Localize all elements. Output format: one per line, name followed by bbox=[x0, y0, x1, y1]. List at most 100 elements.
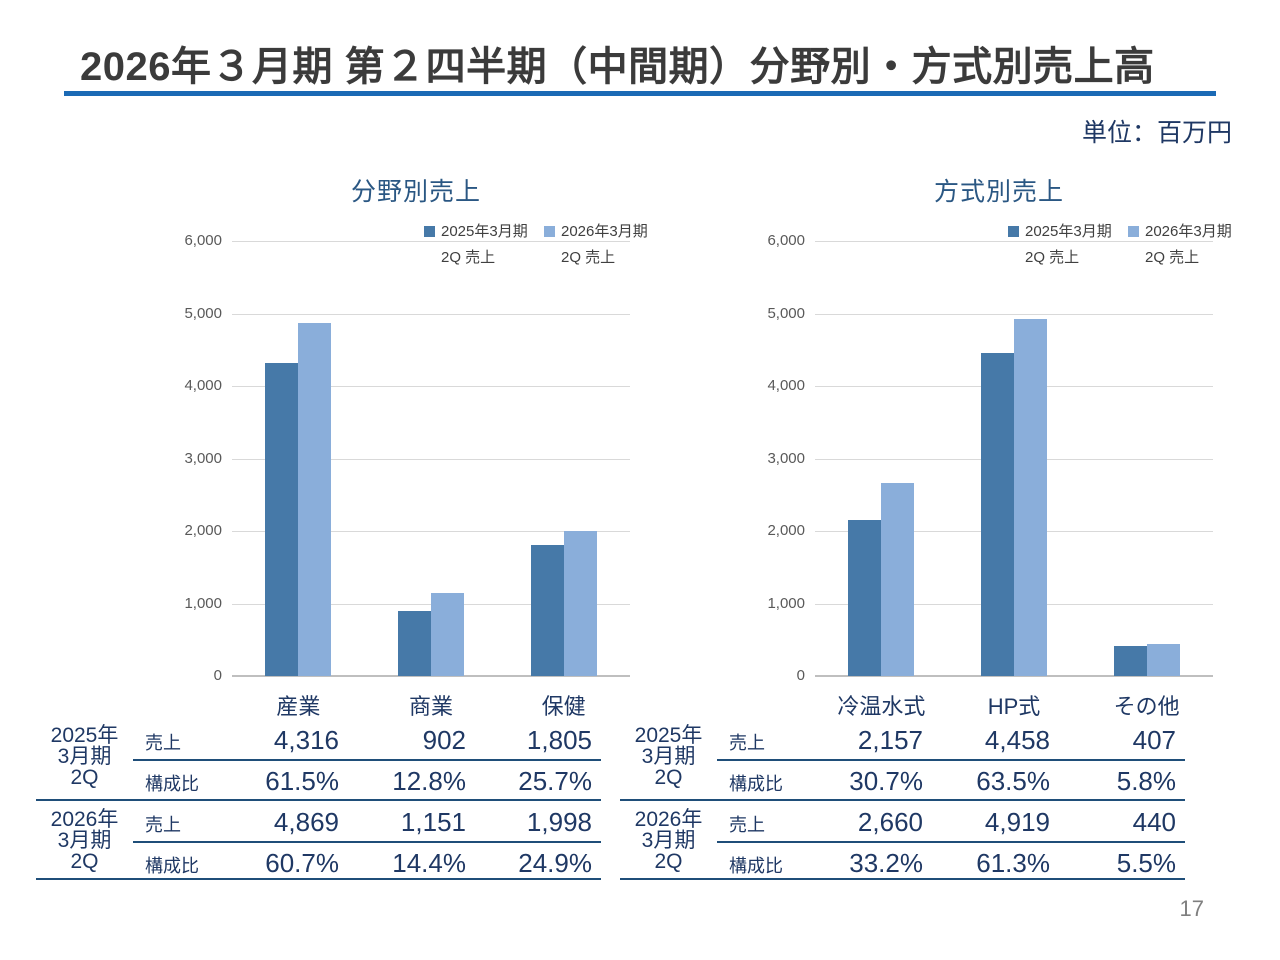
y-axis-tick-label: 2,000 bbox=[184, 522, 222, 539]
bar-series-1 bbox=[265, 363, 299, 676]
period-line: 2026年 bbox=[50, 808, 119, 831]
metric-label: 売上 bbox=[729, 815, 765, 835]
bar-series-2 bbox=[563, 531, 597, 676]
value-cell: 902 bbox=[422, 725, 466, 755]
metric-label: 構成比 bbox=[145, 856, 199, 876]
category-label: 保健 bbox=[541, 694, 586, 719]
legend-label: 2025年3月期 2Q 売上 bbox=[1025, 219, 1112, 271]
period-label: 2025年 3月期 2Q bbox=[36, 725, 133, 788]
period-line: 2Q bbox=[70, 850, 99, 873]
value-cell: 14.4% bbox=[392, 848, 466, 878]
row-divider-line bbox=[717, 759, 1185, 761]
y-axis-tick-label: 5,000 bbox=[767, 304, 805, 322]
title-accent-rule bbox=[64, 91, 1216, 96]
metric-label: 売上 bbox=[729, 733, 765, 753]
gridline bbox=[232, 386, 630, 387]
metric-label: 売上 bbox=[145, 815, 181, 835]
value-cell: 30.7% bbox=[849, 766, 923, 796]
value-cell: 1,805 bbox=[526, 725, 592, 755]
value-cell: 25.7% bbox=[518, 766, 592, 796]
y-axis-tick-label: 4,000 bbox=[184, 377, 222, 394]
page-number: 17 bbox=[1179, 896, 1204, 921]
legend-swatch bbox=[1128, 226, 1139, 237]
category-label: 商業 bbox=[408, 694, 453, 719]
row-divider-line bbox=[133, 759, 601, 761]
legend-label-line2: 2Q 売上 bbox=[441, 249, 496, 266]
bar-series-1 bbox=[1113, 646, 1147, 676]
value-cell: 61.5% bbox=[265, 766, 339, 796]
bar-series-2 bbox=[431, 592, 464, 676]
bar-series-1 bbox=[398, 610, 431, 676]
category-label: HP式 bbox=[987, 694, 1041, 719]
y-axis-tick-label: 6,000 bbox=[184, 232, 222, 249]
value-cell: 4,458 bbox=[984, 725, 1050, 755]
period-label: 2025年 3月期 2Q bbox=[620, 725, 717, 788]
chart-title-by-sector: 分野別売上 bbox=[350, 178, 481, 206]
legend-label-line1: 2026年3月期 bbox=[561, 223, 648, 240]
value-cell: 407 bbox=[1132, 725, 1176, 755]
y-axis-tick-label: 1,000 bbox=[184, 594, 222, 612]
gridline bbox=[232, 241, 630, 242]
legend-item: 2026年3月期 2Q 売上 bbox=[544, 219, 664, 271]
bar-series-1 bbox=[530, 545, 564, 676]
category-label: 冷温水式 bbox=[837, 694, 926, 719]
category-label: その他 bbox=[1113, 694, 1180, 719]
gridline bbox=[232, 531, 630, 532]
value-cell: 63.5% bbox=[976, 766, 1050, 796]
period-line: 2Q bbox=[654, 850, 683, 873]
legend-label-line1: 2026年3月期 bbox=[1145, 223, 1232, 240]
bar-series-1 bbox=[848, 519, 882, 676]
legend-label-line1: 2025年3月期 bbox=[1025, 223, 1112, 240]
y-axis-tick-label: 4,000 bbox=[767, 377, 805, 394]
table-bottom-line bbox=[36, 877, 601, 880]
chart-legend: 2025年3月期 2Q 売上 2026年3月期 2Q 売上 bbox=[1008, 219, 1248, 271]
value-cell: 4,869 bbox=[273, 807, 339, 837]
legend-item: 2026年3月期 2Q 売上 bbox=[1128, 219, 1248, 271]
legend-label: 2026年3月期 2Q 売上 bbox=[1145, 219, 1232, 271]
value-cell: 4,919 bbox=[984, 807, 1050, 837]
metric-label: 構成比 bbox=[729, 856, 783, 876]
y-axis-tick-label: 5,000 bbox=[184, 304, 222, 322]
period-line: 2Q bbox=[70, 766, 99, 789]
group-divider-line bbox=[620, 798, 1185, 801]
period-line: 2026年 bbox=[634, 808, 703, 831]
bar-series-1 bbox=[981, 352, 1014, 676]
period-line: 2Q bbox=[654, 766, 683, 789]
y-axis-tick-label: 2,000 bbox=[767, 522, 805, 539]
legend-label-line1: 2025年3月期 bbox=[441, 223, 528, 240]
legend-label-line2: 2Q 売上 bbox=[1025, 249, 1080, 266]
bar-chart-by-method: 0 1,000 2,000 3,000 4,000 5,000 6,000 冷温水式 HP式 その… bbox=[767, 232, 1213, 719]
row-divider-line bbox=[717, 841, 1185, 843]
legend-label-line2: 2Q 売上 bbox=[561, 249, 616, 266]
value-cell: 2,660 bbox=[857, 807, 923, 837]
period-line: 3月期 bbox=[57, 745, 112, 768]
gridline bbox=[232, 313, 630, 315]
legend-swatch bbox=[1008, 226, 1019, 237]
y-axis-tick-label: 6,000 bbox=[767, 232, 805, 249]
bar-series-2 bbox=[298, 322, 332, 676]
row-divider-line bbox=[133, 841, 601, 843]
value-cell: 33.2% bbox=[849, 848, 923, 878]
metric-label: 構成比 bbox=[729, 774, 783, 794]
legend-swatch bbox=[424, 226, 435, 237]
bar-chart-by-sector: 0 1,000 2,000 3,000 4,000 5,000 6,000 産業 商業 保健 bbox=[184, 232, 630, 719]
value-cell: 440 bbox=[1132, 807, 1176, 837]
gridline bbox=[232, 458, 630, 460]
legend-label: 2025年3月期 2Q 売上 bbox=[441, 219, 528, 271]
period-label: 2026年 3月期 2Q bbox=[620, 809, 717, 872]
period-label: 2026年 3月期 2Q bbox=[36, 809, 133, 872]
page-title: 2026年３月期 第２四半期（中間期）分野別・方式別売上高 bbox=[80, 45, 1155, 89]
value-cell: 5.5% bbox=[1116, 848, 1176, 878]
y-axis-tick-label: 0 bbox=[213, 667, 222, 684]
gridline bbox=[815, 241, 1213, 242]
metric-label: 構成比 bbox=[145, 774, 199, 794]
chart-title-by-method: 方式別売上 bbox=[933, 178, 1064, 206]
period-line: 3月期 bbox=[57, 829, 112, 852]
value-cell: 60.7% bbox=[265, 848, 339, 878]
value-cell: 24.9% bbox=[518, 848, 592, 878]
period-line: 2025年 bbox=[634, 724, 703, 747]
sales-table-by-method: 2025年 3月期 2Q 売上 2,157 4,458 407 構成比 30.7% 63.5% 5.… bbox=[620, 712, 1185, 884]
value-cell: 61.3% bbox=[976, 848, 1050, 878]
category-label: 産業 bbox=[276, 694, 321, 719]
bar-series-2 bbox=[1014, 319, 1047, 676]
